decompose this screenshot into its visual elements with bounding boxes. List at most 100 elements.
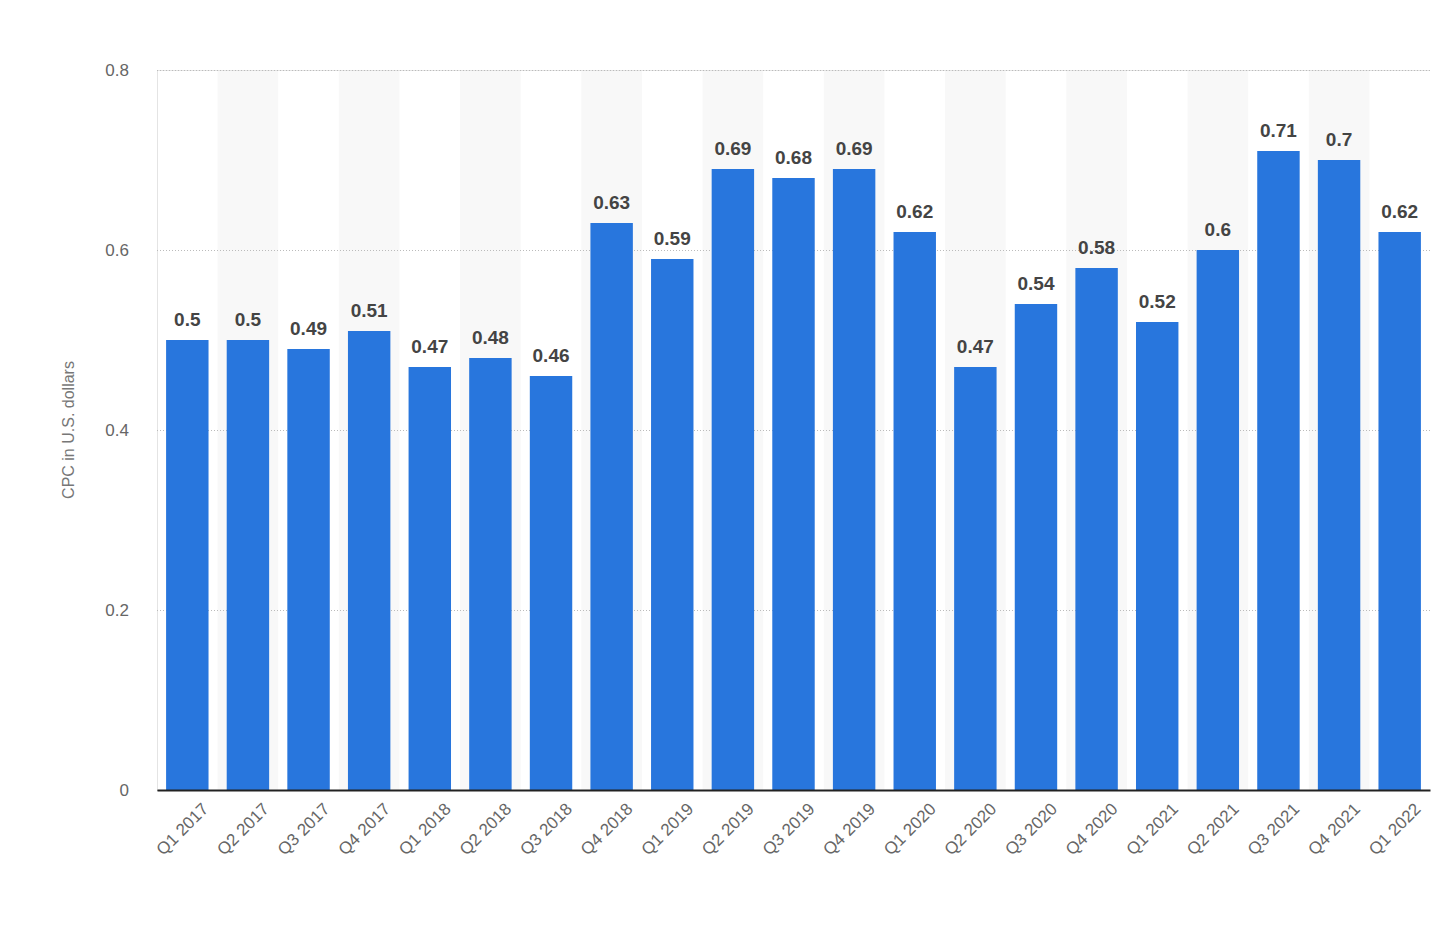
x-tick: Q1 2018 <box>395 790 455 859</box>
band <box>1188 70 1249 790</box>
grid-line <box>157 70 1430 71</box>
plot: 00.20.40.60.8Q1 2017Q2 2017Q3 2017Q4 201… <box>105 61 1430 859</box>
x-tick: Q1 2021 <box>1123 790 1183 859</box>
y-axis-line <box>158 71 1431 791</box>
x-tick-label: Q4 2021 <box>1304 800 1364 860</box>
y-tick-label: 0.2 <box>105 601 129 620</box>
x-tick: Q4 2018 <box>577 790 637 859</box>
x-tick: Q2 2019 <box>698 790 758 859</box>
bar <box>1075 268 1117 790</box>
x-tick-label: Q1 2022 <box>1365 800 1425 860</box>
y-tick: 0.8 <box>105 61 1430 80</box>
x-tick-label: Q2 2018 <box>456 800 516 860</box>
data-label: 0.48 <box>472 327 509 348</box>
x-tick: Q3 2019 <box>759 790 819 859</box>
bar <box>1257 151 1299 790</box>
bar <box>1136 322 1178 790</box>
x-tick: Q2 2020 <box>941 790 1001 859</box>
data-label: 0.62 <box>896 201 933 222</box>
x-tick-label: Q4 2017 <box>335 800 395 860</box>
y-axis-title: CPC in U.S. dollars <box>60 361 77 499</box>
data-label: 0.7 <box>1326 129 1352 150</box>
data-label: 0.51 <box>351 300 388 321</box>
x-axis-line <box>158 790 1431 792</box>
bar <box>590 223 632 790</box>
bar <box>651 259 693 790</box>
y-tick-label: 0.6 <box>105 241 129 260</box>
x-tick: Q4 2021 <box>1304 790 1364 859</box>
data-label: 0.62 <box>1381 201 1418 222</box>
bar <box>1015 304 1057 790</box>
x-tick-label: Q3 2020 <box>1001 800 1061 860</box>
data-label: 0.6 <box>1205 219 1231 240</box>
bar <box>348 331 390 790</box>
band <box>460 70 521 790</box>
x-tick: Q1 2019 <box>638 790 698 859</box>
bar <box>894 232 936 790</box>
x-tick-label: Q3 2021 <box>1244 800 1304 860</box>
bar <box>1197 250 1239 790</box>
x-tick: Q2 2021 <box>1183 790 1243 859</box>
x-tick: Q3 2018 <box>516 790 576 859</box>
bar <box>530 376 572 790</box>
bands <box>218 70 1370 790</box>
y-axis: 0 0.2 0.4 0.6 0.8 <box>105 61 1430 800</box>
x-tick: Q1 2020 <box>880 790 940 859</box>
x-tick-label: Q1 2021 <box>1123 800 1183 860</box>
bar <box>287 349 329 790</box>
bar <box>954 367 996 790</box>
x-tick-label: Q2 2020 <box>941 800 1001 860</box>
bar <box>1378 232 1420 790</box>
bar <box>1318 160 1360 790</box>
data-labels: 0.50.50.490.510.470.480.460.630.590.690.… <box>174 120 1418 366</box>
data-label: 0.69 <box>714 138 751 159</box>
band <box>339 70 400 790</box>
x-tick: Q3 2020 <box>1001 790 1061 859</box>
data-label: 0.47 <box>411 336 448 357</box>
x-tick: Q1 2022 <box>1365 790 1425 859</box>
x-tick-label: Q2 2021 <box>1183 800 1243 860</box>
x-tick: Q1 2017 <box>153 790 213 859</box>
data-label: 0.69 <box>836 138 873 159</box>
bar <box>712 169 754 790</box>
x-axis: Q1 2017Q2 2017Q3 2017Q4 2017Q1 2018Q2 20… <box>153 790 1431 859</box>
band <box>703 70 764 790</box>
y-tick-label: 0 <box>120 781 129 800</box>
bar <box>469 358 511 790</box>
data-label: 0.5 <box>174 309 201 330</box>
chart: 00.20.40.60.8Q1 2017Q2 2017Q3 2017Q4 201… <box>0 0 1454 936</box>
bar <box>409 367 451 790</box>
data-label: 0.49 <box>290 318 327 339</box>
bar <box>166 340 208 790</box>
data-label: 0.46 <box>533 345 570 366</box>
x-tick: Q2 2017 <box>213 790 273 859</box>
x-tick-label: Q4 2018 <box>577 800 637 860</box>
y-tick-label: 0.4 <box>105 421 129 440</box>
x-tick-label: Q1 2020 <box>880 800 940 860</box>
x-tick: Q3 2017 <box>274 790 334 859</box>
data-label: 0.59 <box>654 228 691 249</box>
data-label: 0.68 <box>775 147 812 168</box>
y-tick-label: 0.8 <box>105 61 129 80</box>
grid-line <box>157 790 1430 791</box>
bars <box>166 151 1421 790</box>
x-tick: Q4 2019 <box>819 790 879 859</box>
band <box>1309 70 1370 790</box>
x-tick-label: Q2 2017 <box>213 800 273 860</box>
x-tick-label: Q3 2017 <box>274 800 334 860</box>
bar <box>772 178 814 790</box>
band <box>218 70 279 790</box>
x-tick-label: Q1 2017 <box>153 800 213 860</box>
x-tick: Q4 2020 <box>1062 790 1122 859</box>
x-tick-label: Q1 2018 <box>395 800 455 860</box>
x-tick: Q2 2018 <box>456 790 516 859</box>
x-tick-label: Q4 2020 <box>1062 800 1122 860</box>
data-label: 0.47 <box>957 336 994 357</box>
bar <box>227 340 269 790</box>
x-tick: Q3 2021 <box>1244 790 1304 859</box>
data-label: 0.71 <box>1260 120 1297 141</box>
x-tick-label: Q3 2018 <box>516 800 576 860</box>
band <box>581 70 642 790</box>
x-tick: Q4 2017 <box>335 790 395 859</box>
x-tick-label: Q1 2019 <box>638 800 698 860</box>
